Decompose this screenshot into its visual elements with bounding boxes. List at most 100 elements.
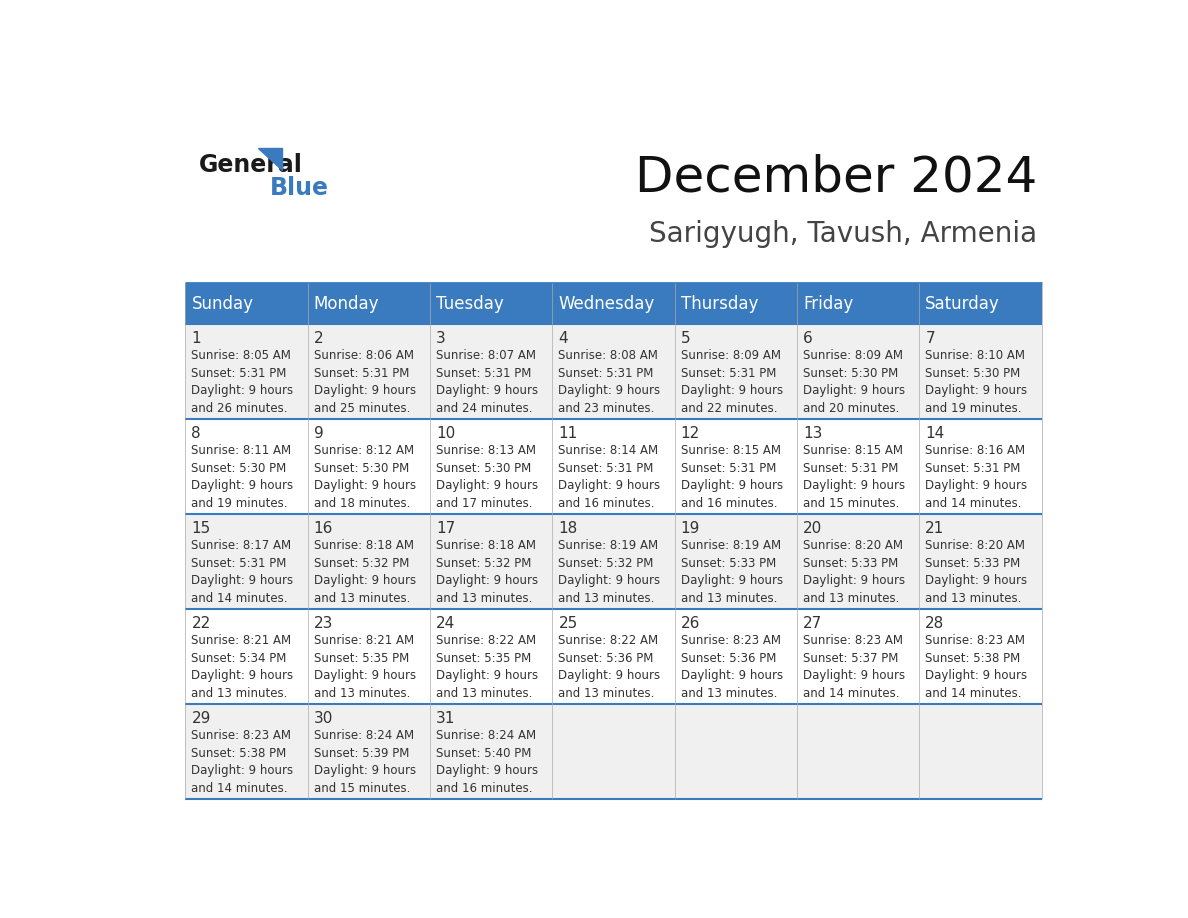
Bar <box>552 610 675 704</box>
Text: 26: 26 <box>681 616 700 631</box>
Text: 17: 17 <box>436 521 455 536</box>
Bar <box>552 514 675 610</box>
Bar <box>675 420 797 514</box>
Text: 4: 4 <box>558 331 568 346</box>
Text: 9: 9 <box>314 426 323 441</box>
Bar <box>552 284 675 324</box>
Bar <box>797 420 920 514</box>
Text: 29: 29 <box>191 711 210 726</box>
Text: 23: 23 <box>314 616 333 631</box>
Bar <box>920 284 1042 324</box>
Text: Sunrise: 8:18 AM
Sunset: 5:32 PM
Daylight: 9 hours
and 13 minutes.: Sunrise: 8:18 AM Sunset: 5:32 PM Dayligh… <box>436 539 538 605</box>
Bar <box>920 610 1042 704</box>
Text: Sunrise: 8:21 AM
Sunset: 5:34 PM
Daylight: 9 hours
and 13 minutes.: Sunrise: 8:21 AM Sunset: 5:34 PM Dayligh… <box>191 634 293 700</box>
Text: 6: 6 <box>803 331 813 346</box>
Text: Monday: Monday <box>314 295 379 313</box>
Text: Sunrise: 8:19 AM
Sunset: 5:33 PM
Daylight: 9 hours
and 13 minutes.: Sunrise: 8:19 AM Sunset: 5:33 PM Dayligh… <box>681 539 783 605</box>
Text: Sunrise: 8:15 AM
Sunset: 5:31 PM
Daylight: 9 hours
and 15 minutes.: Sunrise: 8:15 AM Sunset: 5:31 PM Dayligh… <box>803 444 905 509</box>
Text: Sunrise: 8:06 AM
Sunset: 5:31 PM
Daylight: 9 hours
and 25 minutes.: Sunrise: 8:06 AM Sunset: 5:31 PM Dayligh… <box>314 349 416 415</box>
Bar <box>920 514 1042 610</box>
Text: 22: 22 <box>191 616 210 631</box>
Text: Sunrise: 8:19 AM
Sunset: 5:32 PM
Daylight: 9 hours
and 13 minutes.: Sunrise: 8:19 AM Sunset: 5:32 PM Dayligh… <box>558 539 661 605</box>
Text: Thursday: Thursday <box>681 295 758 313</box>
Text: 3: 3 <box>436 331 446 346</box>
Bar <box>797 284 920 324</box>
Text: Sunrise: 8:16 AM
Sunset: 5:31 PM
Daylight: 9 hours
and 14 minutes.: Sunrise: 8:16 AM Sunset: 5:31 PM Dayligh… <box>925 444 1028 509</box>
Text: Sunrise: 8:23 AM
Sunset: 5:38 PM
Daylight: 9 hours
and 14 minutes.: Sunrise: 8:23 AM Sunset: 5:38 PM Dayligh… <box>925 634 1028 700</box>
Bar <box>185 420 308 514</box>
Text: Sunrise: 8:11 AM
Sunset: 5:30 PM
Daylight: 9 hours
and 19 minutes.: Sunrise: 8:11 AM Sunset: 5:30 PM Dayligh… <box>191 444 293 509</box>
Polygon shape <box>258 148 282 170</box>
Text: Sunrise: 8:07 AM
Sunset: 5:31 PM
Daylight: 9 hours
and 24 minutes.: Sunrise: 8:07 AM Sunset: 5:31 PM Dayligh… <box>436 349 538 415</box>
Bar <box>430 514 552 610</box>
Bar <box>552 420 675 514</box>
Bar <box>308 420 430 514</box>
Text: 19: 19 <box>681 521 700 536</box>
Text: Sunrise: 8:23 AM
Sunset: 5:36 PM
Daylight: 9 hours
and 13 minutes.: Sunrise: 8:23 AM Sunset: 5:36 PM Dayligh… <box>681 634 783 700</box>
Text: Sarigyugh, Tavush, Armenia: Sarigyugh, Tavush, Armenia <box>649 219 1037 248</box>
Text: Wednesday: Wednesday <box>558 295 655 313</box>
Bar <box>552 324 675 420</box>
Text: Sunrise: 8:05 AM
Sunset: 5:31 PM
Daylight: 9 hours
and 26 minutes.: Sunrise: 8:05 AM Sunset: 5:31 PM Dayligh… <box>191 349 293 415</box>
Bar <box>308 324 430 420</box>
Bar <box>920 704 1042 800</box>
Text: 12: 12 <box>681 426 700 441</box>
Text: 8: 8 <box>191 426 201 441</box>
Text: Sunrise: 8:18 AM
Sunset: 5:32 PM
Daylight: 9 hours
and 13 minutes.: Sunrise: 8:18 AM Sunset: 5:32 PM Dayligh… <box>314 539 416 605</box>
Text: Sunrise: 8:08 AM
Sunset: 5:31 PM
Daylight: 9 hours
and 23 minutes.: Sunrise: 8:08 AM Sunset: 5:31 PM Dayligh… <box>558 349 661 415</box>
Bar <box>308 284 430 324</box>
Text: 16: 16 <box>314 521 333 536</box>
Bar <box>430 610 552 704</box>
Text: General: General <box>200 152 303 176</box>
Bar <box>430 420 552 514</box>
Text: 25: 25 <box>558 616 577 631</box>
Text: Sunrise: 8:12 AM
Sunset: 5:30 PM
Daylight: 9 hours
and 18 minutes.: Sunrise: 8:12 AM Sunset: 5:30 PM Dayligh… <box>314 444 416 509</box>
Text: 30: 30 <box>314 711 333 726</box>
Bar <box>797 610 920 704</box>
Text: 18: 18 <box>558 521 577 536</box>
Bar <box>797 514 920 610</box>
Text: 31: 31 <box>436 711 455 726</box>
Text: Sunrise: 8:24 AM
Sunset: 5:40 PM
Daylight: 9 hours
and 16 minutes.: Sunrise: 8:24 AM Sunset: 5:40 PM Dayligh… <box>436 729 538 795</box>
Text: Friday: Friday <box>803 295 853 313</box>
Text: 15: 15 <box>191 521 210 536</box>
Text: Sunrise: 8:10 AM
Sunset: 5:30 PM
Daylight: 9 hours
and 19 minutes.: Sunrise: 8:10 AM Sunset: 5:30 PM Dayligh… <box>925 349 1028 415</box>
Bar <box>430 324 552 420</box>
Text: Sunday: Sunday <box>191 295 253 313</box>
Text: 7: 7 <box>925 331 935 346</box>
Text: Sunrise: 8:24 AM
Sunset: 5:39 PM
Daylight: 9 hours
and 15 minutes.: Sunrise: 8:24 AM Sunset: 5:39 PM Dayligh… <box>314 729 416 795</box>
Bar <box>675 514 797 610</box>
Bar <box>675 704 797 800</box>
Text: 27: 27 <box>803 616 822 631</box>
Bar <box>308 610 430 704</box>
Text: Sunrise: 8:20 AM
Sunset: 5:33 PM
Daylight: 9 hours
and 13 minutes.: Sunrise: 8:20 AM Sunset: 5:33 PM Dayligh… <box>925 539 1028 605</box>
Text: Sunrise: 8:23 AM
Sunset: 5:37 PM
Daylight: 9 hours
and 14 minutes.: Sunrise: 8:23 AM Sunset: 5:37 PM Dayligh… <box>803 634 905 700</box>
Bar <box>430 284 552 324</box>
Bar <box>185 324 308 420</box>
Bar <box>920 324 1042 420</box>
Text: Sunrise: 8:09 AM
Sunset: 5:30 PM
Daylight: 9 hours
and 20 minutes.: Sunrise: 8:09 AM Sunset: 5:30 PM Dayligh… <box>803 349 905 415</box>
Bar <box>675 324 797 420</box>
Text: 13: 13 <box>803 426 822 441</box>
Text: Sunrise: 8:22 AM
Sunset: 5:36 PM
Daylight: 9 hours
and 13 minutes.: Sunrise: 8:22 AM Sunset: 5:36 PM Dayligh… <box>558 634 661 700</box>
Text: Tuesday: Tuesday <box>436 295 504 313</box>
Text: Sunrise: 8:14 AM
Sunset: 5:31 PM
Daylight: 9 hours
and 16 minutes.: Sunrise: 8:14 AM Sunset: 5:31 PM Dayligh… <box>558 444 661 509</box>
Bar <box>185 514 308 610</box>
Text: 24: 24 <box>436 616 455 631</box>
Text: Sunrise: 8:13 AM
Sunset: 5:30 PM
Daylight: 9 hours
and 17 minutes.: Sunrise: 8:13 AM Sunset: 5:30 PM Dayligh… <box>436 444 538 509</box>
Text: 14: 14 <box>925 426 944 441</box>
Text: 11: 11 <box>558 426 577 441</box>
Text: Sunrise: 8:21 AM
Sunset: 5:35 PM
Daylight: 9 hours
and 13 minutes.: Sunrise: 8:21 AM Sunset: 5:35 PM Dayligh… <box>314 634 416 700</box>
Text: Sunrise: 8:23 AM
Sunset: 5:38 PM
Daylight: 9 hours
and 14 minutes.: Sunrise: 8:23 AM Sunset: 5:38 PM Dayligh… <box>191 729 293 795</box>
Text: Sunrise: 8:20 AM
Sunset: 5:33 PM
Daylight: 9 hours
and 13 minutes.: Sunrise: 8:20 AM Sunset: 5:33 PM Dayligh… <box>803 539 905 605</box>
Bar <box>308 514 430 610</box>
Text: Saturday: Saturday <box>925 295 1000 313</box>
Text: 1: 1 <box>191 331 201 346</box>
Bar <box>797 324 920 420</box>
Bar <box>185 284 308 324</box>
Text: Sunrise: 8:15 AM
Sunset: 5:31 PM
Daylight: 9 hours
and 16 minutes.: Sunrise: 8:15 AM Sunset: 5:31 PM Dayligh… <box>681 444 783 509</box>
Text: 5: 5 <box>681 331 690 346</box>
Bar <box>552 704 675 800</box>
Text: Blue: Blue <box>270 176 329 200</box>
Text: 21: 21 <box>925 521 944 536</box>
